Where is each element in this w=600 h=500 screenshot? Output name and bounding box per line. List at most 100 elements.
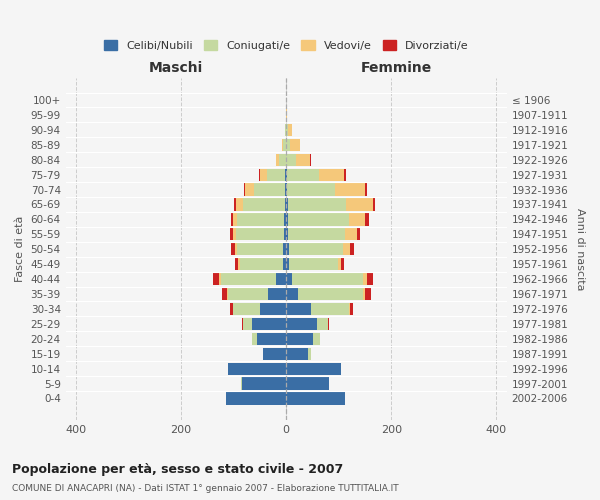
Bar [267,168,285,180]
Bar [286,198,288,210]
Bar [282,138,283,151]
Bar [343,243,350,256]
Bar [229,288,268,300]
Bar [365,214,368,226]
Bar [286,332,313,345]
Bar [311,303,349,315]
Bar [285,124,286,136]
Text: Maschi: Maschi [149,61,203,75]
Bar [286,392,345,404]
Bar [242,198,284,210]
Bar [226,392,286,404]
Bar [284,198,286,210]
Bar [286,362,341,375]
Bar [350,243,355,256]
Bar [283,138,286,151]
Bar [286,124,288,136]
Bar [242,378,286,390]
Bar [237,243,283,256]
Bar [349,214,365,226]
Bar [288,198,346,210]
Bar [233,228,236,240]
Bar [356,228,360,240]
Bar [288,214,349,226]
Bar [365,184,367,196]
Bar [286,348,308,360]
Bar [234,198,236,210]
Bar [244,184,245,196]
Bar [298,288,364,300]
Bar [364,288,365,300]
Bar [290,138,300,151]
Bar [335,184,365,196]
Bar [286,214,288,226]
Bar [229,362,286,375]
Bar [275,154,279,166]
Y-axis label: Anni di nascita: Anni di nascita [575,208,585,290]
Bar [283,258,286,270]
Bar [349,303,350,315]
Bar [259,168,260,180]
Bar [233,214,237,226]
Bar [286,303,311,315]
Bar [345,228,356,240]
Bar [283,243,286,256]
Bar [235,258,238,270]
Bar [288,228,345,240]
Bar [344,168,346,180]
Bar [289,258,338,270]
Bar [313,332,320,345]
Bar [241,378,242,390]
Bar [286,168,287,180]
Bar [286,109,287,121]
Bar [287,168,319,180]
Bar [245,184,254,196]
Bar [284,214,286,226]
Bar [310,154,311,166]
Bar [236,228,284,240]
Bar [319,168,344,180]
Bar [230,303,233,315]
Text: COMUNE DI ANACAPRI (NA) - Dati ISTAT 1° gennaio 2007 - Elaborazione TUTTITALIA.I: COMUNE DI ANACAPRI (NA) - Dati ISTAT 1° … [12,484,398,493]
Bar [286,378,329,390]
Bar [292,273,364,285]
Text: Popolazione per età, sesso e stato civile - 2007: Popolazione per età, sesso e stato civil… [12,462,343,475]
Bar [341,258,344,270]
Bar [285,168,286,180]
Bar [238,258,240,270]
Bar [212,273,219,285]
Bar [287,184,335,196]
Bar [364,273,367,285]
Bar [233,303,260,315]
Bar [286,154,296,166]
Bar [252,332,257,345]
Bar [236,198,242,210]
Bar [263,348,286,360]
Bar [296,154,310,166]
Bar [317,318,328,330]
Y-axis label: Fasce di età: Fasce di età [15,216,25,282]
Bar [279,154,286,166]
Bar [328,318,329,330]
Bar [230,228,233,240]
Bar [260,303,286,315]
Bar [275,273,286,285]
Bar [242,318,252,330]
Bar [286,318,317,330]
Bar [252,318,286,330]
Bar [286,273,292,285]
Bar [365,288,371,300]
Bar [231,214,233,226]
Bar [350,303,353,315]
Bar [373,198,376,210]
Bar [286,184,287,196]
Bar [235,243,237,256]
Bar [237,214,284,226]
Bar [367,273,373,285]
Bar [286,258,289,270]
Bar [219,273,221,285]
Bar [338,258,341,270]
Bar [286,288,298,300]
Bar [222,288,227,300]
Bar [268,288,286,300]
